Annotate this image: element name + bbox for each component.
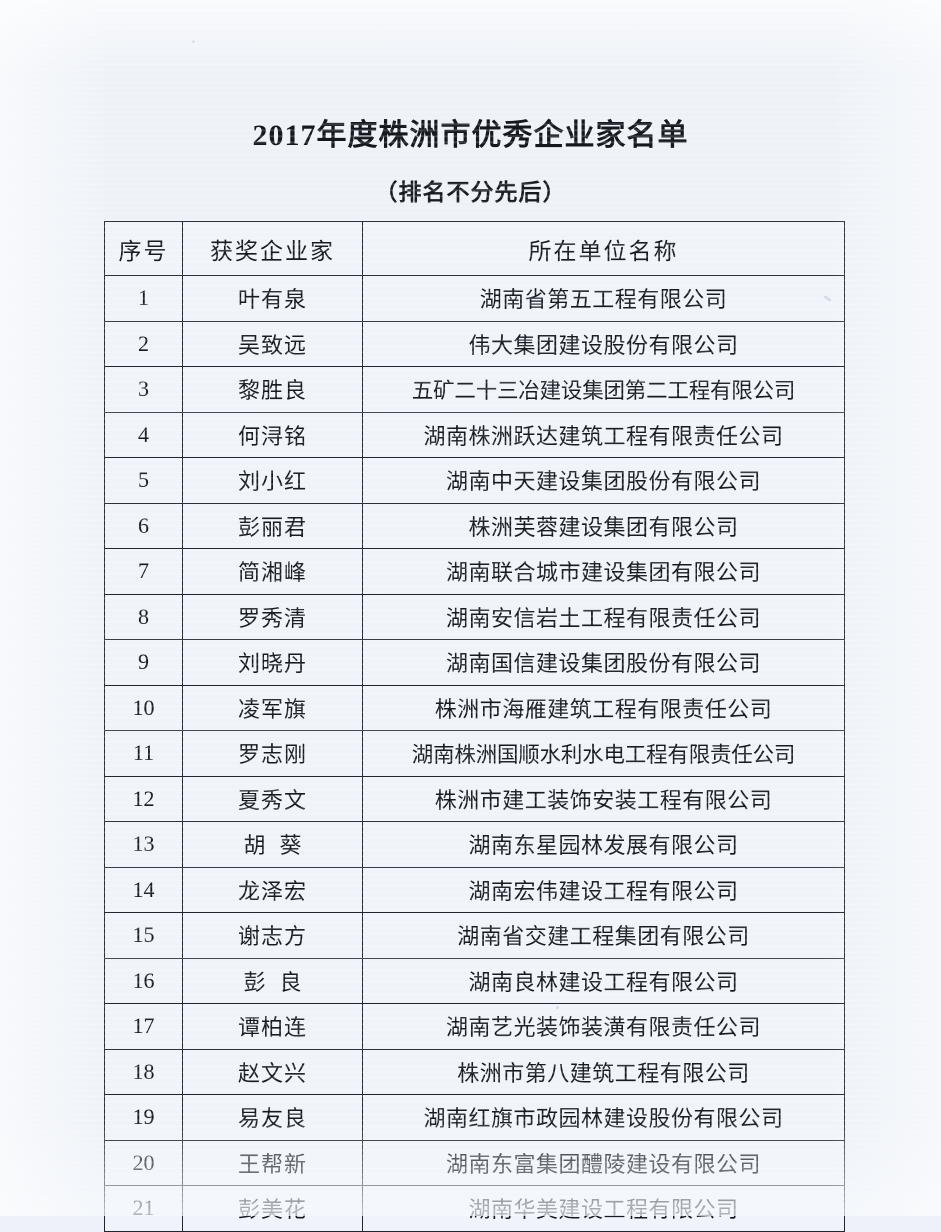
table-row: 5 刘小红 湖南中天建设集团股份有限公司 [104, 457, 845, 504]
cell-name: 谭柏连 [182, 1003, 363, 1050]
page-title: 2017年度株洲市优秀企业家名单 [252, 119, 689, 152]
cell-index: 17 [104, 1003, 183, 1050]
cell-name: 刘小红 [182, 457, 363, 504]
cell-name: 罗秀清 [182, 593, 363, 640]
cell-index: 12 [104, 775, 183, 822]
cell-organization: 湖南国信建设集团股份有限公司 [362, 639, 845, 686]
column-header-organization: 所在单位名称 [362, 221, 845, 276]
cell-name: 凌军旗 [182, 684, 363, 731]
cell-organization: 湖南株洲跃达建筑工程有限责任公司 [362, 411, 845, 458]
cell-name: 胡葵 [182, 821, 363, 868]
cell-organization: 湖南省第五工程有限公司 [362, 275, 845, 322]
cell-index: 21 [104, 1185, 183, 1232]
scan-speck [192, 40, 195, 43]
cell-organization: 湖南东星园林发展有限公司 [362, 821, 845, 868]
cell-name: 易友良 [182, 1094, 363, 1141]
cell-organization: 湖南安信岩土工程有限责任公司 [362, 593, 845, 640]
cell-index: 3 [104, 366, 183, 413]
cell-index: 1 [104, 275, 183, 322]
cell-organization: 湖南良林建设工程有限公司 [362, 957, 845, 1004]
table-row: 14 龙泽宏 湖南宏伟建设工程有限公司 [104, 866, 845, 913]
column-header-name: 获奖企业家 [182, 221, 363, 276]
cell-organization: 湖南华美建设工程有限公司 [362, 1185, 845, 1232]
cell-organization: 五矿二十三冶建设集团第二工程有限公司 [362, 366, 845, 413]
table-row: 8 罗秀清 湖南安信岩土工程有限责任公司 [104, 593, 845, 640]
cell-index: 15 [104, 912, 183, 959]
cell-organization: 湖南联合城市建设集团有限公司 [362, 548, 845, 595]
cell-organization: 株洲市建工装饰安装工程有限公司 [362, 775, 845, 822]
cell-name: 吴致远 [182, 320, 363, 367]
cell-organization: 湖南艺光装饰装潢有限责任公司 [362, 1003, 845, 1050]
cell-index: 7 [104, 548, 183, 595]
cell-organization: 伟大集团建设股份有限公司 [362, 320, 845, 367]
cell-name: 简湘峰 [182, 548, 363, 595]
table-row: 17 谭柏连 湖南艺光装饰装潢有限责任公司 [104, 1003, 845, 1050]
cell-organization: 湖南东富集团醴陵建设有限公司 [362, 1139, 845, 1186]
table-row: 20 王帮新 湖南东富集团醴陵建设有限公司 [104, 1139, 845, 1186]
scan-speck [556, 1006, 559, 1009]
table-row: 19 易友良 湖南红旗市政园林建设股份有限公司 [104, 1094, 845, 1141]
cell-name: 刘晓丹 [182, 639, 363, 686]
cell-index: 13 [104, 821, 183, 868]
roster-table-container: 序号 获奖企业家 所在单位名称 1 叶有泉 湖南省第五工程有限公司 2 吴致远 伟大集团建… [104, 221, 845, 1232]
table-header: 序号 获奖企业家 所在单位名称 [104, 221, 845, 276]
cell-index: 16 [104, 957, 183, 1004]
cell-organization: 湖南株洲国顺水利水电工程有限责任公司 [362, 730, 845, 777]
cell-index: 20 [104, 1139, 183, 1186]
cell-index: 6 [104, 502, 183, 549]
cell-name: 彭丽君 [182, 502, 363, 549]
table-row: 4 何浔铭 湖南株洲跃达建筑工程有限责任公司 [104, 411, 845, 458]
cell-name: 夏秀文 [182, 775, 363, 822]
table-row: 21 彭美花 湖南华美建设工程有限公司 [104, 1185, 845, 1232]
page-subtitle: （排名不分先后） [374, 180, 567, 205]
cell-organization: 株洲芙蓉建设集团有限公司 [362, 502, 845, 549]
table-row: 15 谢志方 湖南省交建工程集团有限公司 [104, 912, 845, 959]
cell-index: 9 [104, 639, 183, 686]
table-row: 7 简湘峰 湖南联合城市建设集团有限公司 [104, 548, 845, 595]
table-row: 11 罗志刚 湖南株洲国顺水利水电工程有限责任公司 [104, 730, 845, 777]
cell-organization: 湖南中天建设集团股份有限公司 [362, 457, 845, 504]
table-row: 1 叶有泉 湖南省第五工程有限公司 [104, 275, 845, 322]
cell-name: 叶有泉 [182, 275, 363, 322]
cell-index: 8 [104, 593, 183, 640]
cell-organization: 株洲市第八建筑工程有限公司 [362, 1048, 845, 1095]
cell-name: 黎胜良 [182, 366, 363, 413]
cell-organization: 湖南红旗市政园林建设股份有限公司 [362, 1094, 845, 1141]
cell-index: 5 [104, 457, 183, 504]
cell-name: 何浔铭 [182, 411, 363, 458]
cell-name: 龙泽宏 [182, 866, 363, 913]
table-row: 3 黎胜良 五矿二十三冶建设集团第二工程有限公司 [104, 366, 845, 413]
roster-table: 序号 获奖企业家 所在单位名称 1 叶有泉 湖南省第五工程有限公司 2 吴致远 伟大集团建… [104, 221, 845, 1232]
column-header-index: 序号 [104, 221, 183, 276]
cell-organization: 株洲市海雁建筑工程有限责任公司 [362, 684, 845, 731]
cell-index: 18 [104, 1048, 183, 1095]
table-row: 6 彭丽君 株洲芙蓉建设集团有限公司 [104, 502, 845, 549]
cell-name: 彭良 [182, 957, 363, 1004]
table-row: 12 夏秀文 株洲市建工装饰安装工程有限公司 [104, 775, 845, 822]
cell-name: 谢志方 [182, 912, 363, 959]
cell-name: 赵文兴 [182, 1048, 363, 1095]
cell-index: 2 [104, 320, 183, 367]
cell-index: 11 [104, 730, 183, 777]
table-row: 10 凌军旗 株洲市海雁建筑工程有限责任公司 [104, 684, 845, 731]
cell-organization: 湖南省交建工程集团有限公司 [362, 912, 845, 959]
table-row: 16 彭良 湖南良林建设工程有限公司 [104, 957, 845, 1004]
cell-name: 罗志刚 [182, 730, 363, 777]
cell-index: 14 [104, 866, 183, 913]
cell-name: 王帮新 [182, 1139, 363, 1186]
table-body: 1 叶有泉 湖南省第五工程有限公司 2 吴致远 伟大集团建设股份有限公司 3 黎胜良 五矿二十三… [104, 275, 845, 1232]
cell-organization: 湖南宏伟建设工程有限公司 [362, 866, 845, 913]
cell-index: 10 [104, 684, 183, 731]
table-header-row: 序号 获奖企业家 所在单位名称 [104, 221, 845, 276]
table-row: 13 胡葵 湖南东星园林发展有限公司 [104, 821, 845, 868]
table-row: 2 吴致远 伟大集团建设股份有限公司 [104, 320, 845, 367]
cell-name: 彭美花 [182, 1185, 363, 1232]
cell-index: 19 [104, 1094, 183, 1141]
cell-index: 4 [104, 411, 183, 458]
table-row: 9 刘晓丹 湖南国信建设集团股份有限公司 [104, 639, 845, 686]
table-row: 18 赵文兴 株洲市第八建筑工程有限公司 [104, 1048, 845, 1095]
